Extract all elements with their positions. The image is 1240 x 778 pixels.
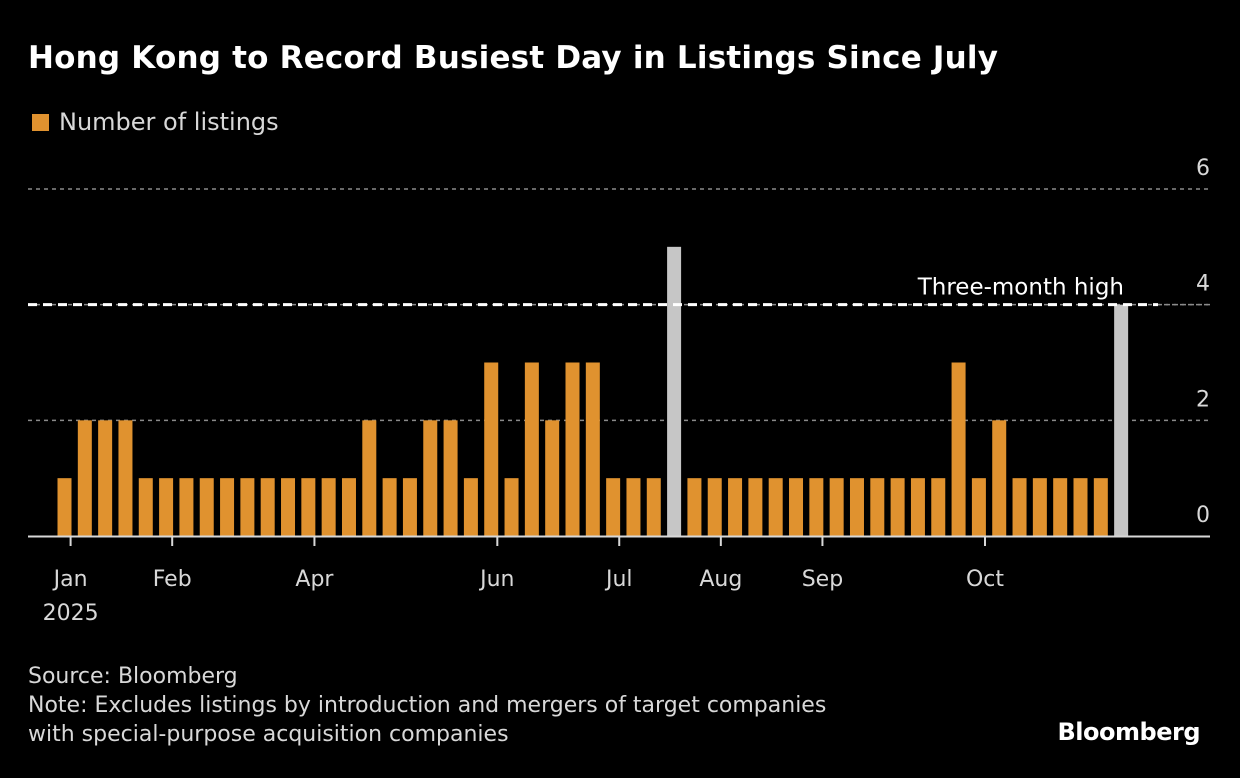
bar <box>545 420 560 536</box>
bar <box>870 478 885 536</box>
bar <box>524 362 539 536</box>
bar <box>138 478 153 536</box>
footer: Source: Bloomberg Note: Excludes listing… <box>28 662 826 749</box>
bar <box>687 478 702 536</box>
bar <box>423 420 438 536</box>
bar <box>585 362 600 536</box>
bar <box>362 420 377 536</box>
x-tick-label-sep: Sep <box>802 567 843 592</box>
note-text-line1: Note: Excludes listings by introduction … <box>28 693 827 718</box>
annotations: Three-month high <box>28 275 1158 307</box>
axes: 0 2 4 6 Jan 2025 Feb Apr Jun Jul Aug Sep Oct <box>28 156 1210 626</box>
y-tick-label-6: 6 <box>1196 156 1210 181</box>
bar <box>98 420 113 536</box>
x-tick-label-aug: Aug <box>699 567 742 592</box>
y-tick-label-2: 2 <box>1196 387 1210 412</box>
bar <box>463 478 478 536</box>
bar <box>382 478 397 536</box>
bar <box>1073 478 1088 536</box>
bar <box>910 478 925 536</box>
bar <box>992 420 1007 536</box>
bar <box>748 478 763 536</box>
bar <box>402 478 417 536</box>
bar <box>341 478 356 536</box>
bar <box>971 478 986 536</box>
legend-label: Number of listings <box>59 108 279 136</box>
bar <box>179 478 194 536</box>
three-month-high-label: Three-month high <box>917 275 1124 301</box>
bar <box>484 362 499 536</box>
note-text-line2: with special-purpose acquisition compani… <box>28 722 509 747</box>
legend: Number of listings <box>32 108 279 136</box>
bar <box>240 478 255 536</box>
bar <box>829 478 844 536</box>
x-tick-label-jun: Jun <box>478 567 514 592</box>
bloomberg-logo: Bloomberg <box>1057 718 1201 746</box>
bar <box>1032 478 1047 536</box>
x-tick-label-feb: Feb <box>153 567 192 592</box>
bar <box>951 362 966 536</box>
bar <box>118 420 133 536</box>
bar <box>1093 478 1108 536</box>
bar-highlighted <box>667 246 682 537</box>
bar <box>768 478 783 536</box>
bar <box>606 478 621 536</box>
bar <box>849 478 864 536</box>
bar <box>707 478 722 536</box>
bar <box>1053 478 1068 536</box>
bar <box>281 478 296 536</box>
x-tick-label-jan: Jan <box>52 567 88 592</box>
x-tick-label-apr: Apr <box>295 567 334 592</box>
bar <box>301 478 316 536</box>
bar <box>646 478 661 536</box>
bar <box>789 478 804 536</box>
bar <box>57 478 72 536</box>
bar-highlighted <box>1114 304 1129 536</box>
bar <box>77 420 92 536</box>
chart-title: Hong Kong to Record Busiest Day in Listi… <box>28 40 999 76</box>
bar <box>159 478 174 536</box>
bars <box>57 246 1129 537</box>
legend-swatch <box>32 113 49 131</box>
bar <box>890 478 905 536</box>
bar <box>565 362 580 536</box>
x-tick-label-oct: Oct <box>966 567 1004 592</box>
grid-lines <box>28 188 1210 422</box>
x-tick-label-jul: Jul <box>604 567 633 592</box>
bar <box>443 420 458 536</box>
bar <box>504 478 519 536</box>
bar <box>626 478 641 536</box>
bar <box>321 478 336 536</box>
bar <box>220 478 235 536</box>
y-tick-label-4: 4 <box>1196 272 1210 297</box>
bar <box>931 478 946 536</box>
bar <box>809 478 824 536</box>
bar <box>728 478 743 536</box>
bar <box>260 478 275 536</box>
bar-chart: Three-month high 0 2 4 6 Jan 2025 Feb Apr Jun Jul… <box>28 156 1210 626</box>
source-text: Source: Bloomberg <box>28 664 238 689</box>
x-tick-sublabel: 2025 <box>43 601 99 626</box>
y-tick-label-0: 0 <box>1196 503 1210 528</box>
bar <box>199 478 214 536</box>
bar <box>1012 478 1027 536</box>
